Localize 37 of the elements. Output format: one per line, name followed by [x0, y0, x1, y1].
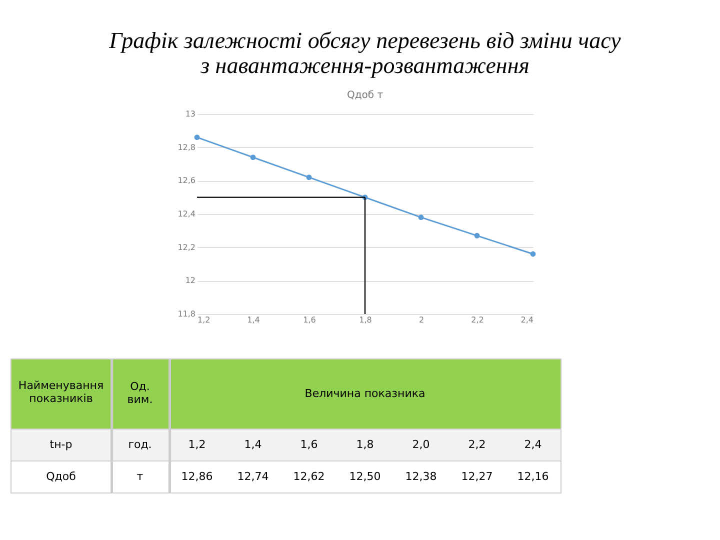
chart-title: Графік залежності обсягу перевезень від зміни часу з навантаження-розвантаження [108, 28, 622, 78]
text: 1,6 [300, 438, 318, 451]
x-tick-label: 1,6 [303, 316, 316, 324]
y-tick-label: 12,4 [178, 210, 196, 218]
x-tick-label: 1,8 [359, 316, 372, 324]
x-tick-label: 1,4 [247, 316, 260, 324]
y-tick-label: 12,2 [178, 242, 196, 252]
text: 12,27 [461, 470, 493, 483]
text: 12,16 [517, 470, 549, 483]
x-tick-label: 2,2 [471, 316, 484, 324]
text: Qдоб [46, 470, 76, 483]
chart-subtitle: Qдоб т [346, 90, 384, 101]
text: 12,74 [237, 470, 269, 483]
text: т [136, 470, 144, 483]
y-tick-label: 13 [185, 110, 196, 118]
x-tick-label: 1,2 [198, 316, 210, 324]
y-tick-label: 12 [185, 276, 196, 286]
text: 1,4 [244, 438, 262, 451]
text: Од. вим. [127, 380, 153, 406]
text: год. [128, 438, 152, 451]
text: 2,2 [468, 438, 486, 451]
text: 1,2 [188, 438, 206, 451]
text: tн-р [50, 438, 72, 451]
x-tick-label: 2,4 [520, 316, 534, 324]
text: Величина показника [304, 387, 426, 400]
y-tick-label: 12,8 [178, 142, 196, 152]
y-tick-label: 12,6 [178, 176, 196, 186]
text: 2,0 [412, 438, 430, 451]
text: 2,4 [524, 438, 542, 451]
text: Найменування показників [18, 379, 104, 405]
x-tick-label: 2 [418, 316, 424, 324]
text: 12,50 [349, 470, 381, 483]
text: 1,8 [356, 438, 374, 451]
text: 12,86 [181, 470, 213, 483]
text: 12,62 [293, 470, 325, 483]
text: 12,38 [405, 470, 437, 483]
y-tick-label: 11,8 [178, 310, 196, 318]
